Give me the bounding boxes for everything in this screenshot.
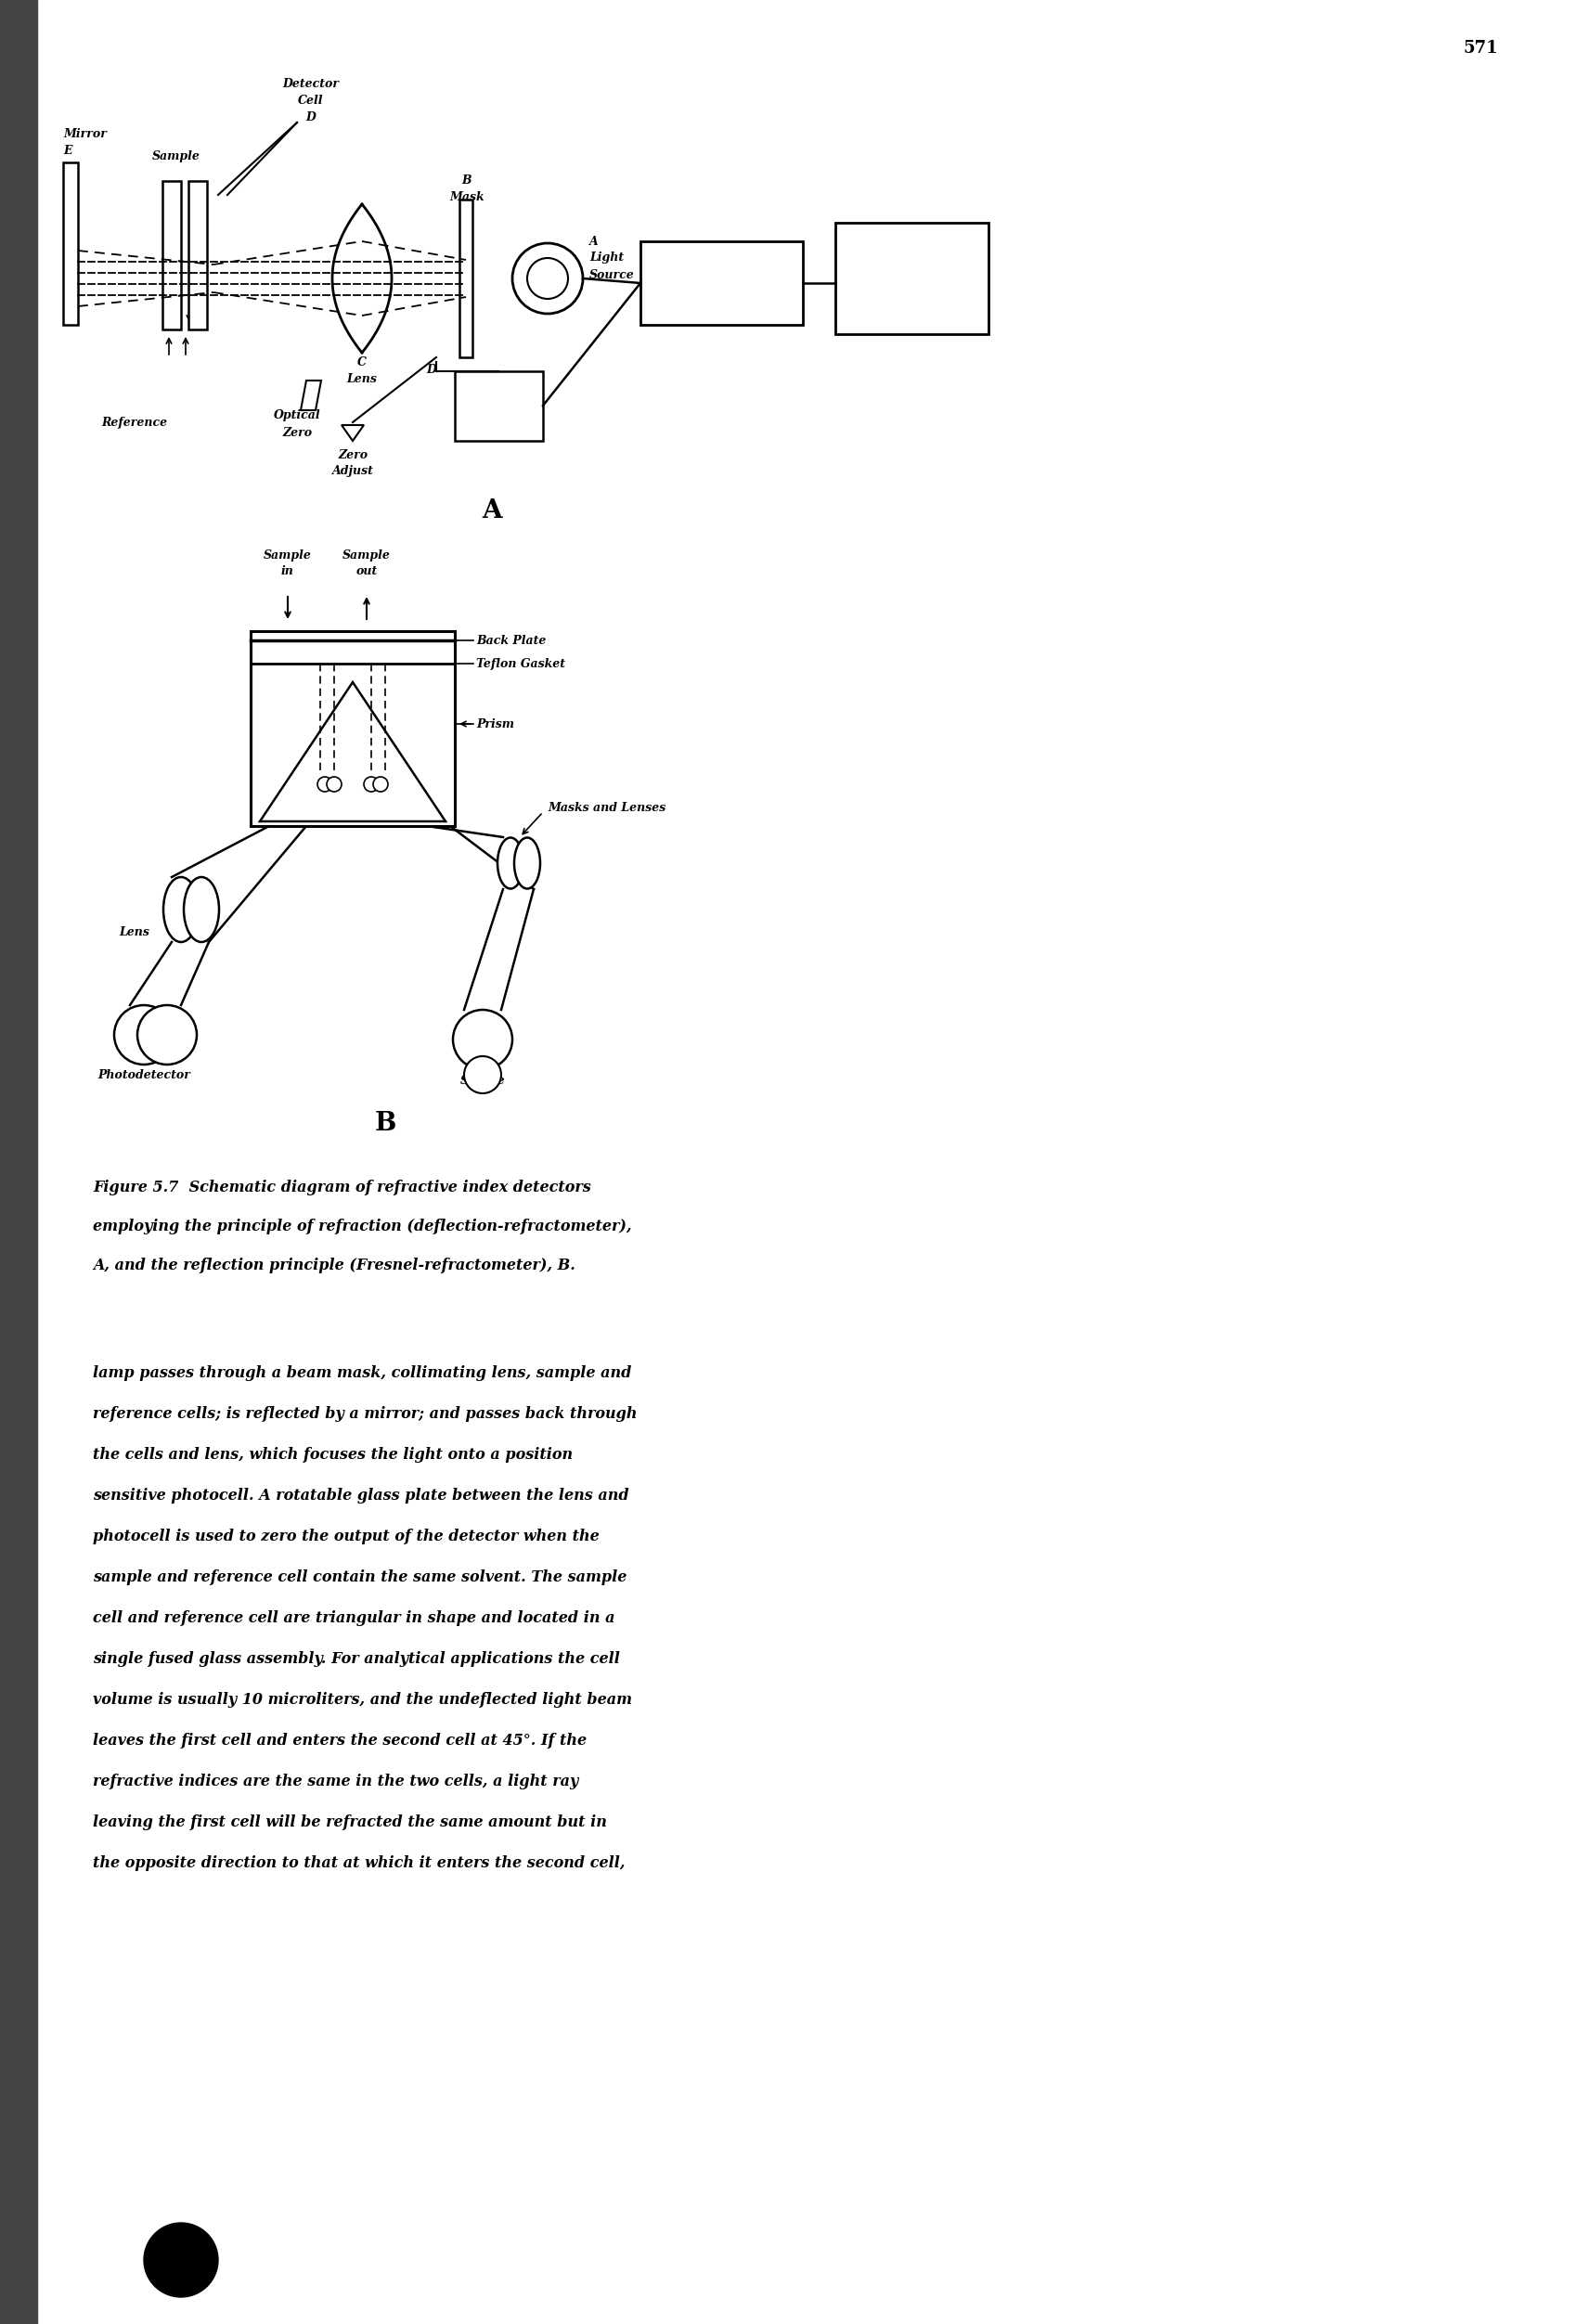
Text: Recorder: Recorder <box>881 272 941 284</box>
Bar <box>0 0 38 2324</box>
Text: 571: 571 <box>1463 40 1497 56</box>
Circle shape <box>317 776 333 792</box>
Text: reference cells; is reflected by a mirror; and passes back through: reference cells; is reflected by a mirro… <box>93 1406 637 1422</box>
Bar <box>251 632 454 825</box>
Text: Light: Light <box>589 251 624 265</box>
Bar <box>188 181 206 330</box>
Text: B: B <box>374 1111 396 1136</box>
Text: Adjust: Adjust <box>331 465 374 476</box>
Text: sensitive photocell. A rotatable glass plate between the lens and: sensitive photocell. A rotatable glass p… <box>93 1487 629 1504</box>
Text: leaving the first cell will be refracted the same amount but in: leaving the first cell will be refracted… <box>93 1815 607 1831</box>
Text: Mask: Mask <box>449 191 484 205</box>
Polygon shape <box>260 683 446 820</box>
Bar <box>640 242 802 325</box>
Polygon shape <box>342 425 364 442</box>
Circle shape <box>137 1006 197 1064</box>
Text: the cells and lens, which focuses the light onto a position: the cells and lens, which focuses the li… <box>93 1448 572 1464</box>
Text: A: A <box>589 235 597 246</box>
Text: Optical: Optical <box>273 409 320 423</box>
Text: cell and reference cell are triangular in shape and located in a: cell and reference cell are triangular i… <box>93 1611 615 1627</box>
Circle shape <box>143 2222 217 2296</box>
Text: volume is usually 10 microliters, and the undeflected light beam: volume is usually 10 microliters, and th… <box>93 1692 632 1708</box>
Text: leaves the first cell and enters the second cell at 45°. If the: leaves the first cell and enters the sec… <box>93 1734 586 1750</box>
Text: Masks and Lenses: Masks and Lenses <box>547 802 665 813</box>
Text: E: E <box>63 144 72 156</box>
Text: Sample: Sample <box>153 151 200 163</box>
Text: the opposite direction to that at which it enters the second cell,: the opposite direction to that at which … <box>93 1857 624 1871</box>
Circle shape <box>113 1006 173 1064</box>
Bar <box>454 372 542 442</box>
Text: C: C <box>358 356 366 367</box>
Text: A, and the reflection principle (Fresnel-refractometer), B.: A, and the reflection principle (Fresnel… <box>93 1257 575 1274</box>
Text: Lens: Lens <box>347 372 377 386</box>
Text: Reference: Reference <box>101 416 167 428</box>
Text: single fused glass assembly. For analytical applications the cell: single fused glass assembly. For analyti… <box>93 1652 619 1666</box>
Circle shape <box>512 244 583 314</box>
Text: Zero: Zero <box>282 428 312 439</box>
Text: Power Supply: Power Supply <box>676 265 764 279</box>
Text: Source: Source <box>589 270 634 281</box>
Text: Amplifier &: Amplifier & <box>682 284 758 297</box>
Text: Back Plate: Back Plate <box>476 634 545 646</box>
Ellipse shape <box>184 876 219 941</box>
Bar <box>63 163 77 325</box>
Text: sample and reference cell contain the same solvent. The sample: sample and reference cell contain the sa… <box>93 1571 627 1585</box>
Circle shape <box>364 776 378 792</box>
Text: D: D <box>426 363 437 376</box>
Text: lamp passes through a beam mask, collimating lens, sample and: lamp passes through a beam mask, collima… <box>93 1367 630 1380</box>
Circle shape <box>374 776 388 792</box>
Text: Figure 5.7  Schematic diagram of refractive index detectors: Figure 5.7 Schematic diagram of refracti… <box>93 1181 591 1197</box>
Text: Zero: Zero <box>337 449 367 460</box>
Text: A: A <box>482 497 501 523</box>
Text: Mirror: Mirror <box>63 128 107 142</box>
Circle shape <box>326 776 342 792</box>
Ellipse shape <box>164 876 199 941</box>
Text: Sample: Sample <box>342 548 391 562</box>
Text: D: D <box>306 112 315 123</box>
Text: out: out <box>356 565 377 576</box>
Ellipse shape <box>496 837 523 888</box>
Text: Detector: Detector <box>282 77 339 91</box>
Text: Detector: Detector <box>470 390 526 402</box>
Text: Lens: Lens <box>120 927 150 939</box>
Text: in: in <box>281 565 295 576</box>
Text: Teflon Gasket: Teflon Gasket <box>476 658 564 669</box>
Circle shape <box>526 258 567 300</box>
Circle shape <box>463 1055 501 1092</box>
Bar <box>835 223 988 335</box>
Text: Cell: Cell <box>298 95 323 107</box>
Polygon shape <box>301 381 322 411</box>
Text: photocell is used to zero the output of the detector when the: photocell is used to zero the output of … <box>93 1529 599 1545</box>
Text: Photo: Photo <box>479 404 517 418</box>
Text: employing the principle of refraction (deflection-refractometer),: employing the principle of refraction (d… <box>93 1220 632 1234</box>
Text: Photodetector: Photodetector <box>98 1069 191 1081</box>
Text: refractive indices are the same in the two cells, a light ray: refractive indices are the same in the t… <box>93 1773 578 1789</box>
Text: Source: Source <box>460 1076 504 1088</box>
Text: Sample: Sample <box>263 548 312 562</box>
Text: B: B <box>462 174 471 186</box>
Circle shape <box>452 1011 512 1069</box>
Text: Prism: Prism <box>476 718 514 730</box>
Bar <box>162 181 181 330</box>
Bar <box>459 200 473 358</box>
Ellipse shape <box>514 837 541 888</box>
